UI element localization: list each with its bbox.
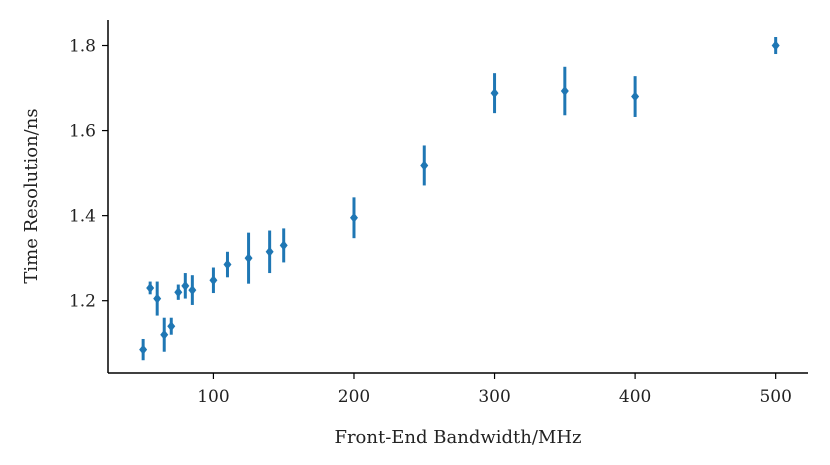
data-point <box>223 259 232 270</box>
data-point <box>188 285 197 296</box>
y-tick-label: 1.2 <box>69 292 96 312</box>
data-marks <box>139 37 780 361</box>
data-point <box>181 280 190 291</box>
data-point <box>167 321 176 332</box>
y-axis-label: Time Resolution/ns <box>21 108 42 283</box>
data-point <box>153 293 162 304</box>
data-point <box>209 275 218 286</box>
data-point <box>146 282 155 293</box>
data-point <box>771 40 780 51</box>
data-point <box>349 212 358 223</box>
data-point <box>631 91 640 102</box>
data-point <box>490 88 499 99</box>
data-point <box>160 329 169 340</box>
y-tick-label: 1.6 <box>69 122 96 142</box>
y-tick-label: 1.4 <box>69 207 96 227</box>
data-point <box>139 344 148 355</box>
data-point <box>560 86 569 97</box>
x-tick-label: 100 <box>197 387 229 407</box>
data-point <box>265 246 274 257</box>
y-tick-label: 1.8 <box>69 37 96 57</box>
data-point <box>420 160 429 171</box>
x-tick-label: 300 <box>478 387 510 407</box>
x-tick-label: 400 <box>619 387 651 407</box>
data-point <box>279 240 288 251</box>
x-tick-label: 200 <box>338 387 370 407</box>
data-point <box>244 253 253 264</box>
axes: 100 200 300 400 500 1.2 1.4 1.6 1.8 <box>69 20 808 407</box>
x-axis-label: Front-End Bandwidth/MHz <box>334 427 581 448</box>
data-point <box>174 287 183 298</box>
x-tick-label: 500 <box>759 387 791 407</box>
